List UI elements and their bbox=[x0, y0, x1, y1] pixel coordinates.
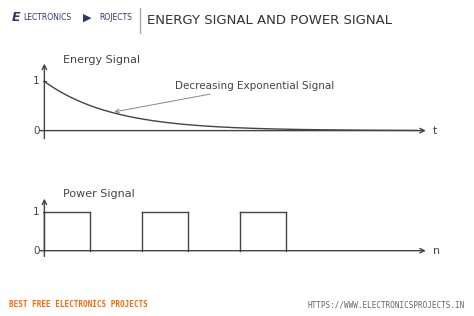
Text: HTTPS://WWW.ELECTRONICSPROJECTS.IN: HTTPS://WWW.ELECTRONICSPROJECTS.IN bbox=[307, 300, 465, 309]
Text: ROJECTS: ROJECTS bbox=[100, 13, 132, 22]
Text: ENERGY SIGNAL AND POWER SIGNAL: ENERGY SIGNAL AND POWER SIGNAL bbox=[147, 14, 392, 27]
Text: LECTRONICS: LECTRONICS bbox=[24, 13, 72, 22]
Text: 1: 1 bbox=[33, 207, 40, 217]
Text: 0: 0 bbox=[33, 246, 40, 256]
Text: t: t bbox=[433, 126, 438, 136]
Text: Energy Signal: Energy Signal bbox=[63, 55, 140, 65]
Text: n: n bbox=[433, 246, 440, 256]
Text: ▶: ▶ bbox=[83, 12, 91, 22]
Text: E: E bbox=[12, 11, 20, 24]
Text: 0: 0 bbox=[33, 126, 40, 136]
Text: BEST FREE ELECTRONICS PROJECTS: BEST FREE ELECTRONICS PROJECTS bbox=[9, 300, 148, 309]
Text: Decreasing Exponential Signal: Decreasing Exponential Signal bbox=[115, 81, 334, 113]
Text: 1: 1 bbox=[33, 76, 40, 87]
Text: Power Signal: Power Signal bbox=[63, 189, 135, 199]
